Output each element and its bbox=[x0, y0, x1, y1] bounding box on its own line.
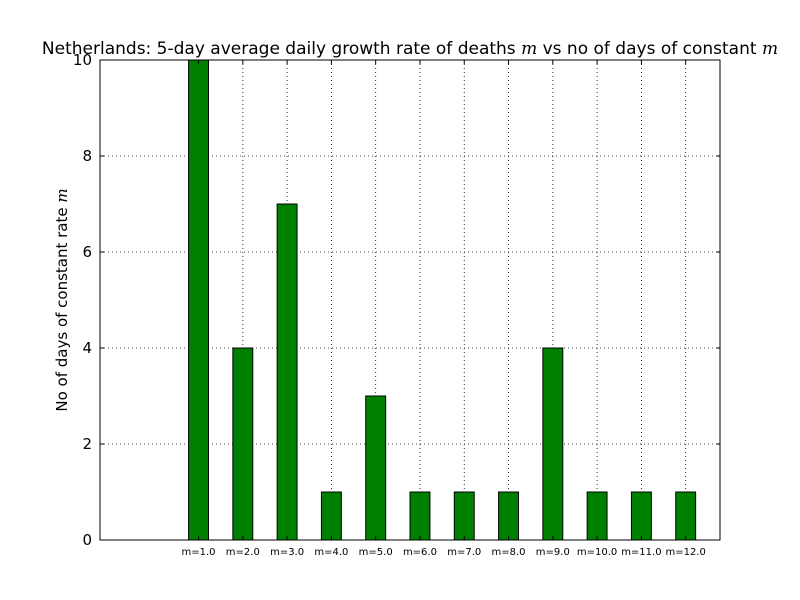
y-tick-label: 4 bbox=[82, 339, 92, 357]
x-tick-label: m=2.0 bbox=[226, 547, 260, 558]
bar bbox=[320, 491, 342, 541]
bar bbox=[276, 203, 298, 541]
bar bbox=[630, 491, 652, 541]
x-tick-label: m=12.0 bbox=[665, 547, 705, 558]
y-tick-label: 6 bbox=[82, 243, 92, 261]
bar-series bbox=[188, 59, 697, 541]
x-tick-label: m=10.0 bbox=[577, 547, 617, 558]
bar bbox=[542, 347, 564, 541]
x-tick-label: m=5.0 bbox=[359, 547, 393, 558]
bar bbox=[675, 491, 697, 541]
bar bbox=[232, 347, 254, 541]
bar bbox=[453, 491, 475, 541]
bar bbox=[409, 491, 431, 541]
y-tick-label: 10 bbox=[73, 51, 92, 69]
grid-lines bbox=[100, 59, 720, 541]
chart-title-middle: vs no of days of constant bbox=[543, 39, 757, 59]
y-tick-label: 0 bbox=[82, 531, 92, 549]
x-tick-label: m=8.0 bbox=[492, 547, 526, 558]
x-tick-label: m=4.0 bbox=[314, 547, 348, 558]
bar bbox=[498, 491, 520, 541]
chart-title: Netherlands: 5-day average daily growth … bbox=[42, 39, 778, 59]
y-axis-label-text: No of days of constant rate bbox=[53, 207, 71, 411]
x-tick-label: m=3.0 bbox=[270, 547, 304, 558]
x-tick-label: m=6.0 bbox=[403, 547, 437, 558]
x-tick-label: m=9.0 bbox=[536, 547, 570, 558]
y-axis-label: No of days of constant rate m bbox=[53, 188, 71, 411]
chart-title-math-1: m bbox=[521, 39, 537, 59]
bar bbox=[365, 395, 387, 541]
chart-title-main: Netherlands: 5-day average daily growth … bbox=[42, 39, 516, 59]
y-tick-label: 2 bbox=[82, 435, 92, 453]
x-axis-ticks: m=1.0 m=2.0 m=3.0 m=4.0 m=5.0 m=6.0 m=7.0 m=8.0… bbox=[182, 60, 706, 558]
y-tick-label: 8 bbox=[82, 147, 92, 165]
y-axis-label-math: m bbox=[53, 188, 71, 202]
plot-frame bbox=[99, 59, 721, 541]
chart-title-math-2: m bbox=[762, 39, 778, 59]
x-tick-label: m=7.0 bbox=[447, 547, 481, 558]
x-tick-label: m=11.0 bbox=[621, 547, 661, 558]
y-axis-ticks: 0 2 4 6 8 10 bbox=[73, 51, 720, 549]
bar bbox=[586, 491, 608, 541]
bar bbox=[188, 59, 209, 541]
x-tick-label: m=1.0 bbox=[182, 547, 216, 558]
